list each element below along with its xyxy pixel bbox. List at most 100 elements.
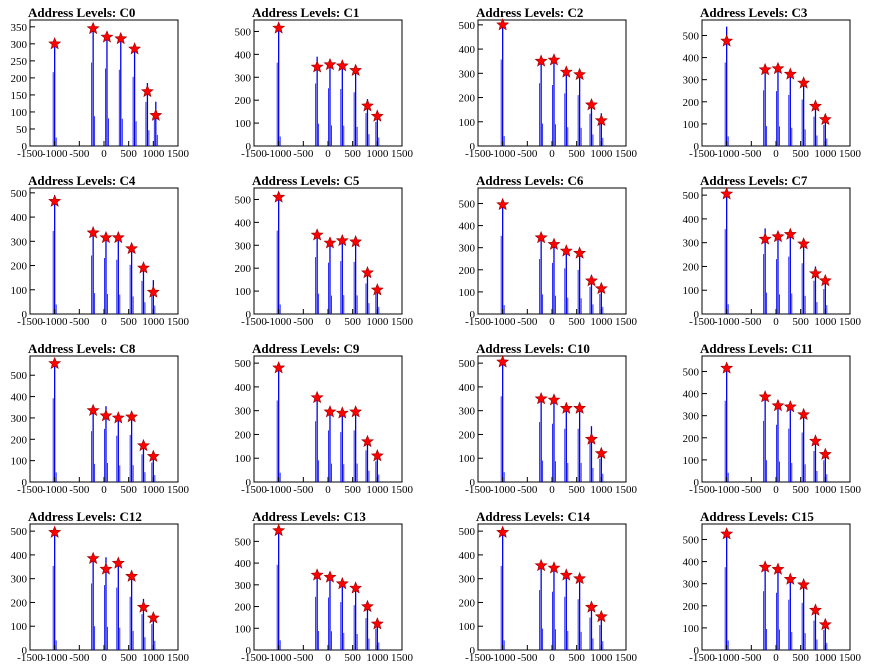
chart-title: Address Levels: C3: [700, 5, 808, 20]
x-tick-label: 1000: [366, 652, 389, 664]
x-tick-label: -1000: [42, 652, 68, 664]
y-tick-label: 100: [11, 456, 28, 468]
star-marker-icon: [310, 390, 324, 404]
y-tick-label: 0: [694, 477, 700, 489]
x-tick-label: -1000: [490, 652, 516, 664]
y-tick-label: 200: [683, 97, 700, 109]
y-tick-label: 100: [235, 118, 252, 130]
x-tick-label: 1000: [590, 316, 613, 328]
star-marker-icon: [585, 97, 598, 111]
star-marker-icon: [809, 434, 822, 447]
star-marker-icon: [818, 273, 832, 287]
star-marker-icon: [272, 21, 286, 34]
y-tick-label: 0: [246, 477, 252, 489]
x-tick-label: 1500: [615, 316, 638, 328]
x-tick-label: 1000: [590, 652, 613, 664]
y-tick-label: 500: [459, 526, 476, 538]
y-tick-label: 300: [11, 413, 28, 425]
x-tick-label: 0: [549, 316, 555, 328]
star-marker-icon: [809, 99, 822, 112]
chart-title: Address Levels: C13: [252, 509, 366, 524]
chart-title: Address Levels: C12: [28, 509, 142, 524]
chart-title: Address Levels: C6: [476, 173, 584, 188]
x-tick-label: 1000: [142, 484, 165, 496]
x-tick-label: 1500: [615, 484, 638, 496]
y-tick-label: 400: [459, 382, 476, 394]
x-tick-label: 500: [344, 652, 361, 664]
x-tick-label: 0: [325, 148, 331, 160]
y-tick-label: 400: [11, 212, 28, 224]
x-tick-label: -1000: [42, 484, 68, 496]
star-marker-icon: [818, 112, 832, 125]
y-tick-label: 300: [459, 68, 476, 80]
star-marker-icon: [720, 361, 734, 374]
y-tick-label: 200: [683, 433, 700, 445]
y-tick-label: 500: [11, 188, 28, 200]
y-tick-label: 100: [459, 621, 476, 633]
star-marker-icon: [585, 600, 598, 613]
x-tick-label: -500: [741, 316, 762, 328]
star-marker-icon: [99, 562, 113, 575]
star-marker-icon: [370, 109, 384, 122]
x-tick-label: 500: [568, 316, 585, 328]
star-marker-icon: [573, 246, 587, 259]
x-tick-label: -1000: [490, 148, 516, 160]
y-tick-label: 300: [683, 411, 700, 423]
star-marker-icon: [758, 390, 772, 403]
x-tick-label: 1500: [391, 652, 414, 664]
star-marker-icon: [797, 407, 811, 421]
plot-frame: [29, 523, 179, 651]
y-tick-label: 400: [683, 557, 700, 569]
star-marker-icon: [361, 265, 374, 279]
y-tick-label: 100: [683, 455, 700, 467]
y-tick-label: 500: [683, 534, 700, 546]
y-tick-label: 350: [11, 22, 28, 34]
y-tick-label: 500: [235, 26, 252, 38]
y-tick-label: 400: [683, 214, 700, 226]
x-tick-label: 500: [792, 316, 809, 328]
chart-panel: Address Levels: C30100200300400500-1500-…: [683, 5, 862, 160]
x-tick-label: 1000: [590, 484, 613, 496]
x-tick-label: 500: [344, 148, 361, 160]
x-tick-label: -1500: [465, 652, 491, 664]
x-tick-label: -1000: [490, 484, 516, 496]
star-marker-icon: [534, 230, 548, 244]
chart-panel: Address Levels: C50100200300400500-1500-…: [235, 173, 414, 328]
star-marker-icon: [48, 525, 62, 538]
x-tick-label: -500: [741, 652, 762, 664]
y-tick-label: 100: [11, 107, 28, 119]
x-tick-label: -500: [741, 148, 762, 160]
x-tick-label: 0: [325, 484, 331, 496]
star-marker-icon: [809, 266, 822, 280]
y-tick-label: 200: [459, 429, 476, 441]
chart-title: Address Levels: C8: [28, 341, 136, 356]
star-marker-icon: [547, 561, 561, 574]
star-marker-icon: [146, 449, 160, 462]
star-marker-icon: [125, 569, 139, 582]
y-tick-label: 500: [11, 526, 28, 538]
star-marker-icon: [349, 63, 363, 76]
y-tick-label: 100: [683, 285, 700, 297]
star-marker-icon: [100, 30, 114, 43]
star-marker-icon: [771, 398, 785, 412]
star-marker-icon: [335, 406, 349, 419]
chart-panel: Address Levels: C20100200300400500-1500-…: [459, 5, 638, 160]
x-tick-label: 1500: [167, 316, 190, 328]
chart-panel: Address Levels: C10 0 100 200 300 400 500 -1500…: [459, 341, 638, 496]
y-tick-label: 400: [235, 49, 252, 61]
star-marker-icon: [758, 62, 772, 76]
star-marker-icon: [125, 241, 139, 255]
x-tick-label: -1500: [689, 148, 715, 160]
chart-title: Address Levels: C2: [476, 5, 583, 20]
y-tick-label: 50: [16, 124, 28, 136]
y-tick-label: 300: [235, 580, 252, 592]
x-tick-label: 500: [568, 652, 585, 664]
x-tick-label: 0: [773, 484, 779, 496]
x-tick-label: -500: [517, 148, 538, 160]
y-tick-label: 100: [683, 623, 700, 635]
x-tick-label: -500: [293, 148, 314, 160]
x-tick-label: 500: [568, 484, 585, 496]
y-tick-label: 400: [235, 217, 252, 229]
star-marker-icon: [496, 17, 510, 31]
star-marker-icon: [137, 261, 150, 274]
